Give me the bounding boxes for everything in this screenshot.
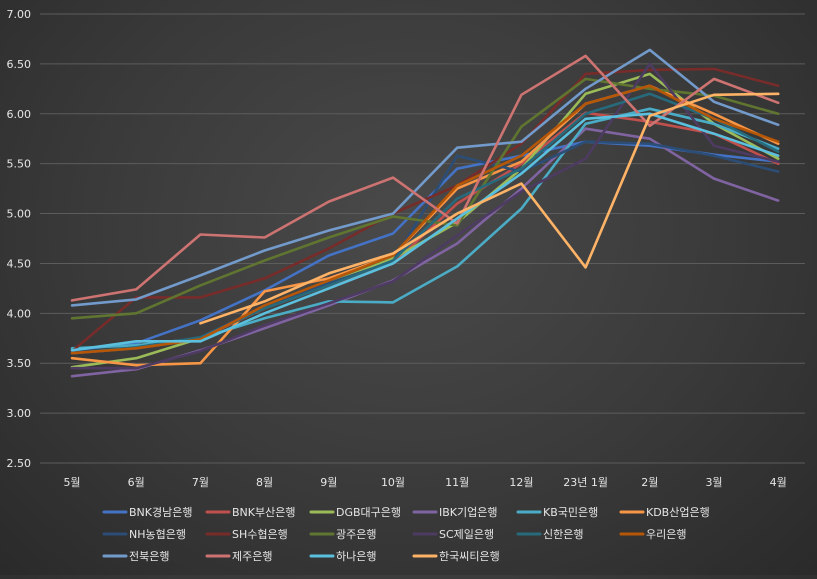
x-tick-label: 11월 [445,476,469,489]
y-tick-label: 6.50 [7,58,32,71]
legend-item: NH농협은행 [102,528,186,541]
legend-item: 제주은행 [205,550,272,563]
y-axis-tick-labels: 2.50 3.00 3.50 4.00 4.50 5.00 5.50 6.00 6.50 7.00 [7,8,32,470]
legend: BNK경남은행 BNK부산은행 DGB대구은행 IBK기업은행 KB국민은행 KDB산업은… [102,506,710,563]
y-tick-label: 3.50 [7,357,32,370]
y-tick-label: 5.00 [7,208,32,221]
series-line-10 [70,62,780,370]
series-line-6 [70,84,780,367]
legend-label: IBK기업은행 [439,506,497,519]
legend-item: 전북은행 [102,550,169,563]
legend-item: 신한은행 [516,528,583,541]
legend-item: 우리은행 [619,528,686,541]
legend-label: DGB대구은행 [336,506,401,519]
y-tick-label: 5.50 [7,158,32,171]
x-tick-label: 6월 [128,476,145,489]
legend-label: 제주은행 [232,550,272,563]
legend-label: 우리은행 [646,528,686,541]
legend-label: 한국씨티은행 [439,550,500,563]
series-line-1 [70,140,780,352]
legend-item: 광주은행 [309,528,376,541]
y-tick-label: 3.00 [7,407,32,420]
legend-item: 하나은행 [309,549,376,563]
y-tick-label: 4.00 [7,307,32,320]
y-tick-label: 6.00 [7,108,32,121]
legend-item: BNK경남은행 [102,506,192,519]
x-tick-label: 10월 [381,476,405,489]
legend-item: SC제일은행 [412,527,494,541]
legend-item: DGB대구은행 [309,506,401,519]
legend-item: KB국민은행 [516,506,598,519]
legend-label: SC제일은행 [439,527,494,541]
legend-item: KDB산업은행 [619,506,710,519]
x-tick-label: 12월 [509,476,533,489]
x-tick-label: 4월 [770,476,787,489]
x-tick-label: 7월 [192,476,209,489]
legend-item: 한국씨티은행 [412,550,500,563]
y-tick-label: 4.50 [7,257,32,270]
series-line-16 [199,92,780,325]
legend-item: IBK기업은행 [412,506,497,519]
x-axis-tick-labels: 5월 6월 7월 8월 9월 10월 11월 12월 23년 1월 2월 3월 4월 [63,476,786,489]
series-line-13 [70,48,780,307]
series-line-7 [70,140,780,355]
series-line-15 [70,112,780,352]
x-tick-label: 23년 1월 [563,476,608,489]
y-tick-label: 2.50 [7,457,32,470]
x-tick-label: 5월 [63,476,80,489]
legend-label: BNK경남은행 [129,506,192,519]
legend-label: 광주은행 [336,528,376,541]
legend-label: 신한은행 [543,528,583,541]
legend-label: KDB산업은행 [646,506,710,519]
x-tick-label: 8월 [256,476,273,489]
legend-label: KB국민은행 [543,506,598,519]
series-line-11 [70,92,780,355]
legend-label: SH수협은행 [232,528,288,541]
legend-label: NH농협은행 [129,528,186,541]
series-lines [70,48,780,378]
legend-item: SH수협은행 [205,528,288,541]
x-tick-label: 9월 [320,476,337,489]
legend-label: 전북은행 [129,550,169,563]
y-tick-label: 7.00 [7,8,32,21]
legend-label: BNK부산은행 [232,506,295,519]
x-tick-label: 3월 [705,476,722,489]
x-tick-label: 2월 [641,476,658,489]
legend-item: BNK부산은행 [205,506,295,519]
legend-label: 하나은행 [336,549,376,563]
